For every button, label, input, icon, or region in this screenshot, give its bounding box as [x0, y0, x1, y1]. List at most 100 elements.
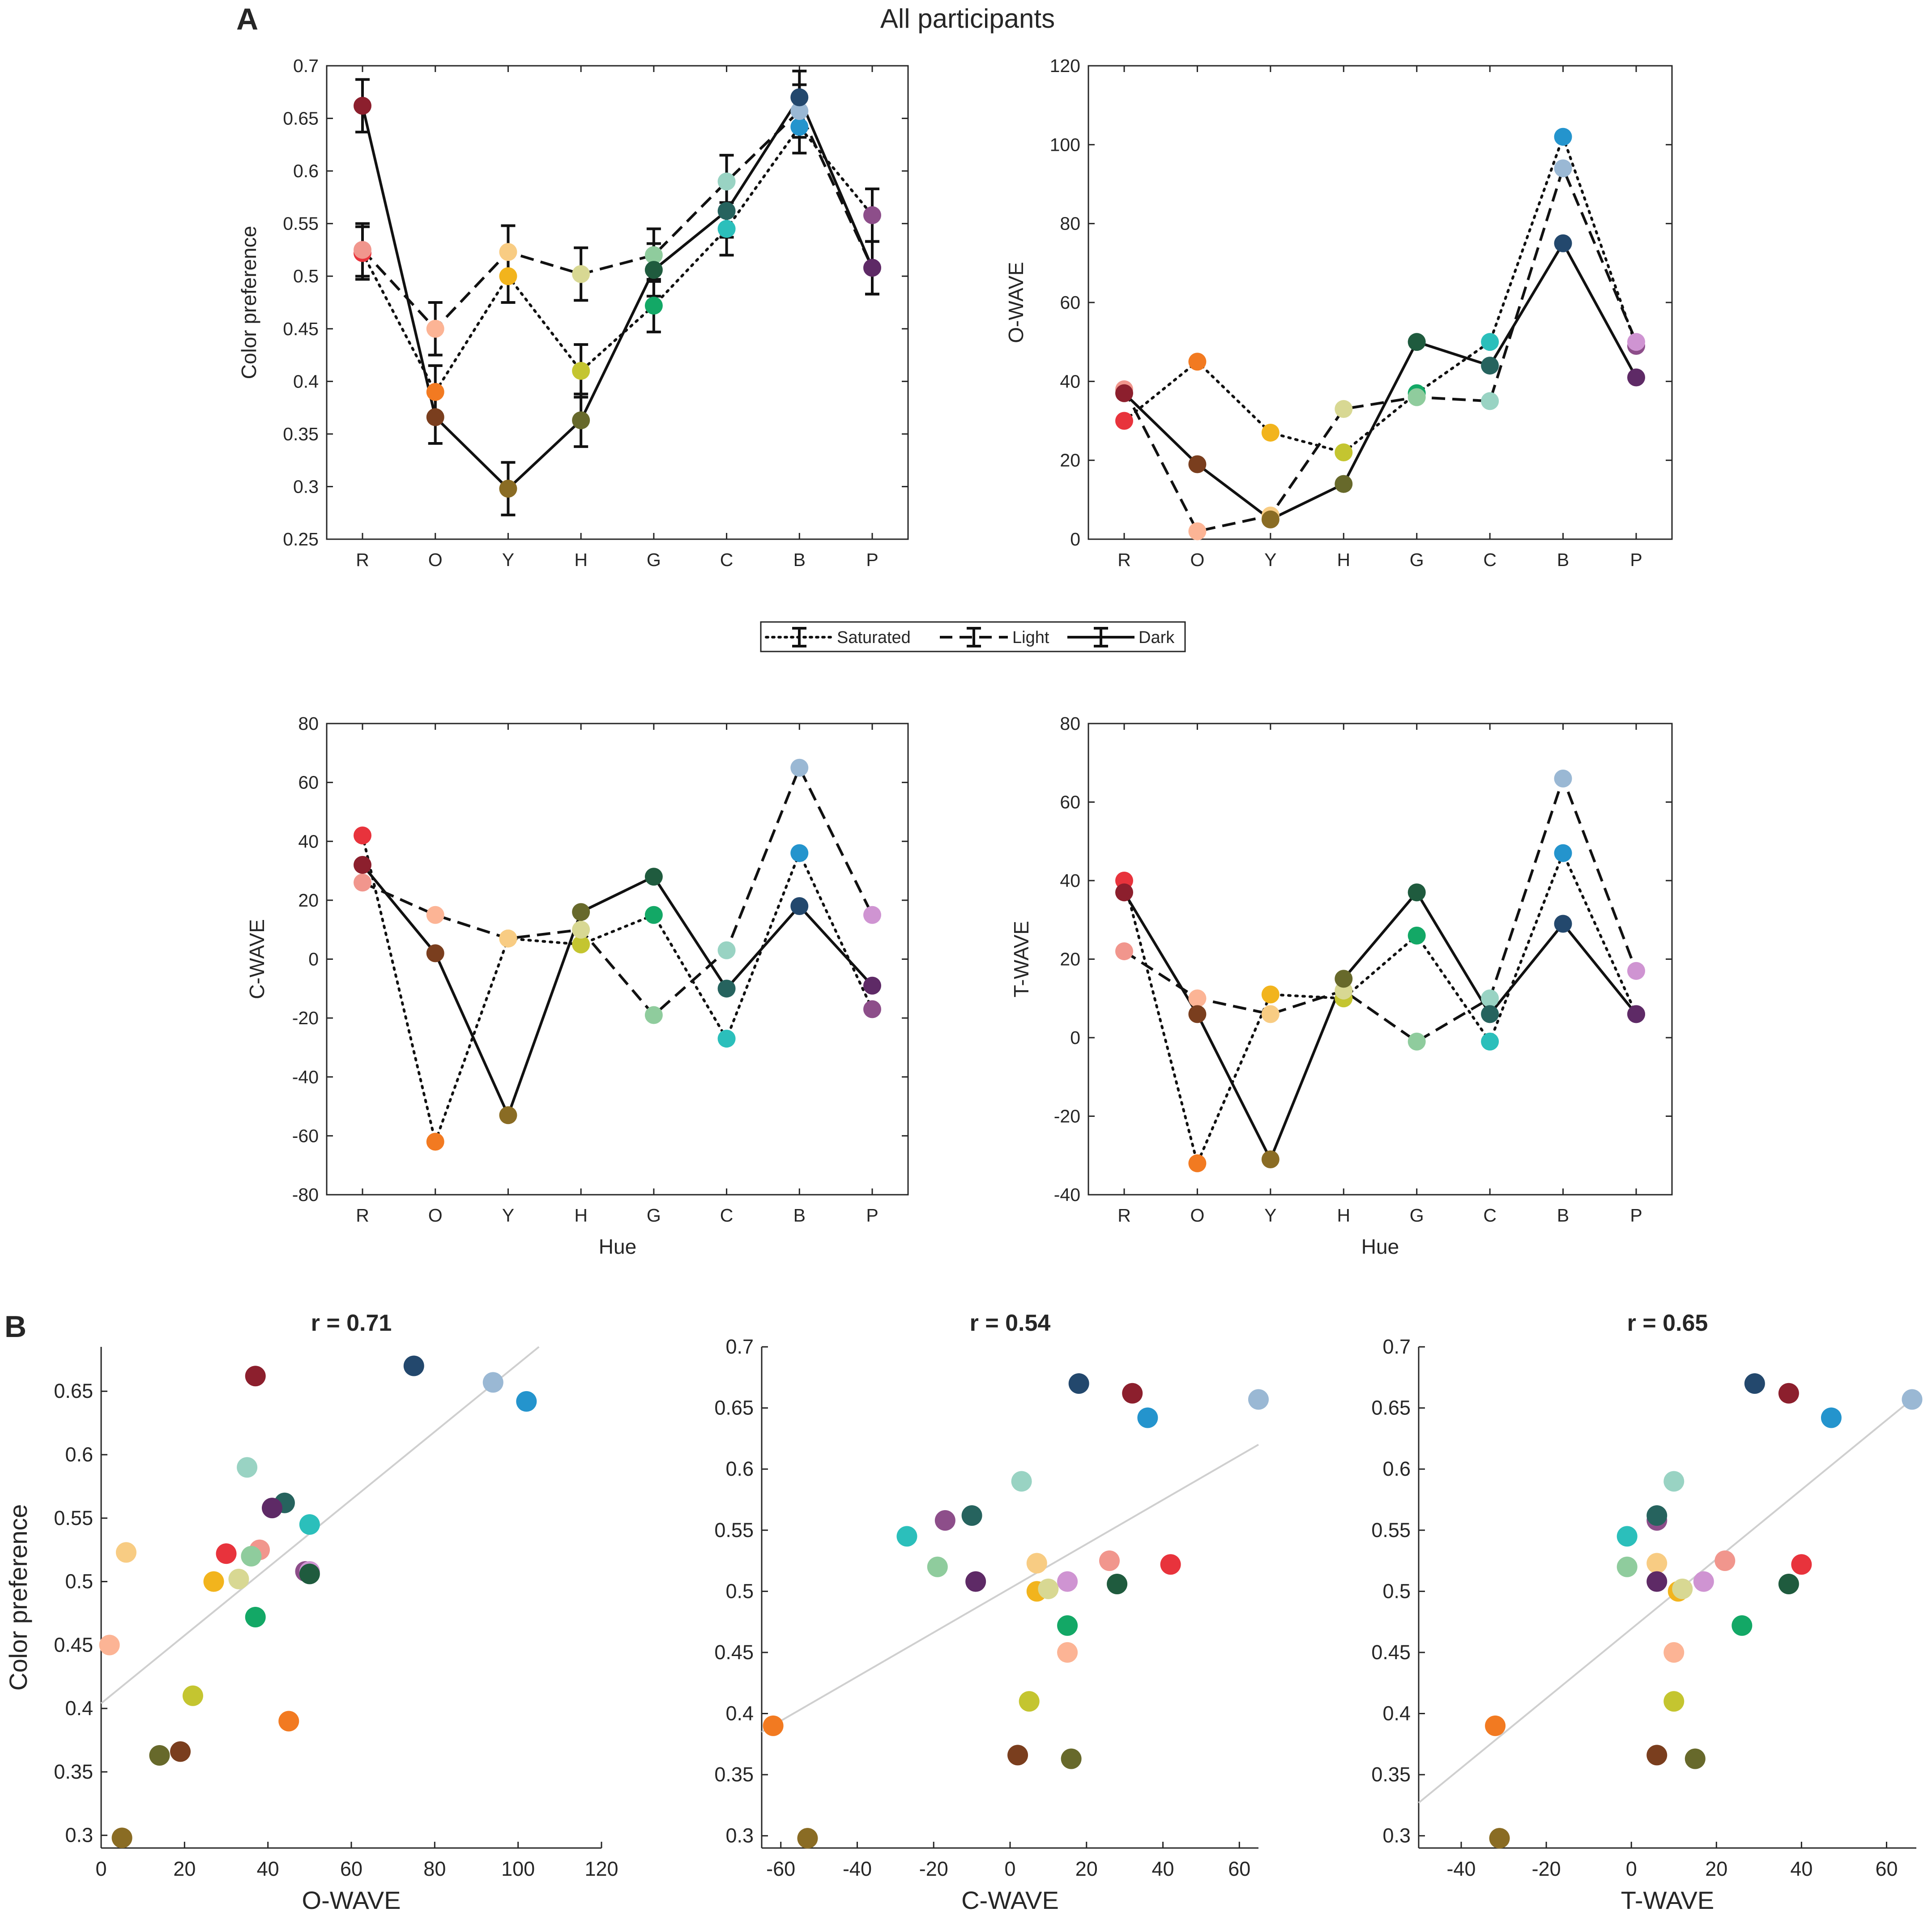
y-tick-label: 0.55: [714, 1519, 754, 1541]
data-point-light-g: [644, 1006, 663, 1024]
legend-label-light: Light: [1012, 628, 1049, 647]
x-tick-label: R: [1117, 1205, 1131, 1226]
y-tick-label: 0.35: [1371, 1763, 1411, 1786]
y-tick-label: 60: [298, 772, 319, 793]
data-point-saturated-r: [354, 826, 371, 845]
data-point-saturated-g: [644, 906, 663, 924]
x-tick-label: -20: [919, 1857, 948, 1880]
y-tick-label: 0.65: [1371, 1397, 1411, 1419]
x-tick-label: H: [1337, 1205, 1350, 1226]
y-tick-label: 0.5: [65, 1570, 93, 1593]
x-tick-label: P: [1630, 549, 1642, 570]
series-line-saturated: [1123, 135, 1638, 454]
y-tick-label: 20: [1060, 450, 1080, 471]
y-tick-label: 0.45: [1371, 1641, 1411, 1664]
scatter-point: [934, 1510, 955, 1531]
data-point-dark-g: [1407, 333, 1426, 351]
y-tick-label: 0.55: [54, 1507, 93, 1529]
scatter-point: [1057, 1571, 1078, 1592]
data-point-light-c: [1481, 989, 1499, 1008]
x-tick-label: 40: [257, 1857, 279, 1880]
y-tick-label: 0.5: [725, 1580, 754, 1602]
scatter-point: [1057, 1642, 1078, 1663]
data-point-dark-r: [354, 856, 371, 874]
y-tick-label: 80: [1060, 213, 1080, 234]
data-point-light-r: [354, 873, 371, 892]
scatter-point: [1646, 1553, 1668, 1574]
data-point-dark-b: [1554, 915, 1572, 933]
y-tick-label: 0.45: [54, 1633, 93, 1656]
data-point-dark-y: [1261, 1150, 1279, 1169]
y-tick-label: -20: [1054, 1106, 1080, 1127]
scatter-preference-vs-t-wave: 0.3 0.35 0.4 0.45 0.5 0.55 0.6 0.65 0.7 -40 -20 0 20…: [1371, 1310, 1923, 1914]
data-point-dark-o: [1188, 455, 1207, 473]
scatter-point: [1732, 1615, 1753, 1636]
y-tick-label: 0.3: [725, 1824, 754, 1847]
x-tick-label: R: [356, 1205, 369, 1226]
data-point-light-c: [717, 172, 736, 191]
y-tick-label: 0.5: [1382, 1580, 1411, 1602]
series-line-dark: [1123, 891, 1638, 1161]
data-point-saturated-h: [572, 362, 590, 380]
data-point-saturated-o: [426, 1133, 444, 1151]
data-point-dark-o: [426, 944, 444, 962]
scatter-point: [115, 1542, 136, 1563]
y-tick-label: 0.45: [283, 319, 319, 339]
data-point-dark-p: [863, 259, 881, 277]
data-point-dark-h: [1335, 475, 1353, 493]
scatter-point: [1026, 1553, 1047, 1574]
y-axis-label: O-WAVE: [1004, 262, 1028, 343]
data-point-dark-y: [499, 1106, 517, 1124]
x-tick-label: P: [866, 1205, 878, 1226]
data-point-saturated-p: [863, 206, 881, 224]
data-point-light-y: [499, 929, 517, 948]
data-point-light-h: [572, 920, 590, 939]
chart-color-preference-by-hue: 0.25 0.3 0.35 0.4 0.45 0.5 0.55 0.6 0.65 0.7 R O Y H G…: [237, 55, 909, 570]
y-tick-label: 60: [1060, 792, 1080, 813]
data-point-light-y: [1261, 1005, 1279, 1023]
data-point-dark-g: [644, 868, 663, 886]
x-tick-label: 60: [1875, 1857, 1898, 1880]
series-line-dark: [361, 864, 874, 1117]
data-point-dark-c: [1481, 1005, 1499, 1023]
scatter-point: [245, 1366, 266, 1387]
data-point-light-r: [1115, 942, 1133, 960]
data-point-saturated-c: [1481, 333, 1499, 351]
y-tick-label: 20: [298, 890, 319, 911]
y-tick-label: 0.7: [725, 1335, 754, 1358]
y-tick-label: 0.35: [283, 424, 319, 444]
series-line-saturated: [361, 125, 874, 393]
data-point-saturated-h: [572, 935, 590, 954]
scatter-point: [1663, 1642, 1685, 1663]
y-tick-label: 40: [298, 831, 319, 852]
data-point-dark-p: [1627, 1005, 1645, 1023]
x-tick-label: 20: [1705, 1857, 1727, 1880]
data-point-saturated-b: [1554, 844, 1572, 862]
data-point-saturated-b: [790, 118, 809, 136]
y-tick-label: -60: [292, 1125, 319, 1146]
data-point-dark-p: [1627, 368, 1645, 387]
scatter-point: [1068, 1373, 1089, 1394]
legend-label-dark: Dark: [1139, 628, 1175, 647]
data-point-saturated-h: [1335, 443, 1353, 462]
scatter-point: [1646, 1745, 1668, 1766]
scatter-point: [241, 1546, 262, 1567]
data-point-light-p: [1627, 962, 1645, 980]
scatter-point: [1646, 1505, 1668, 1526]
x-axis-label: Hue: [1361, 1235, 1399, 1258]
scatter-point: [965, 1571, 986, 1592]
x-tick-label: -40: [843, 1857, 872, 1880]
scatter-point: [182, 1685, 203, 1706]
data-point-saturated-c: [717, 1030, 736, 1048]
data-point-dark-c: [717, 979, 736, 998]
x-tick-label: R: [356, 549, 369, 570]
series-line-dark: [361, 96, 874, 490]
data-point-saturated-y: [1261, 423, 1279, 442]
scatter-point: [299, 1563, 320, 1584]
regression-line: [1418, 1395, 1917, 1804]
data-point-light-g: [644, 246, 663, 264]
y-tick-label: 0.5: [293, 266, 319, 286]
scatter-point: [1685, 1748, 1706, 1769]
data-point-dark-b: [790, 897, 809, 916]
y-tick-label: 0.3: [1382, 1824, 1411, 1847]
